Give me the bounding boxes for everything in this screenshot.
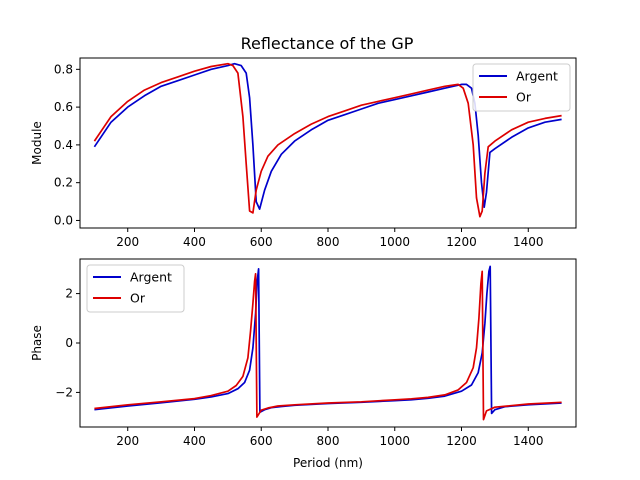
x-axis-label: Period (nm): [293, 456, 363, 470]
x-tick-label: 800: [317, 434, 340, 448]
x-tick-label: 200: [116, 235, 139, 249]
x-tick-label: 1200: [446, 235, 477, 249]
legend: Argent Or: [86, 264, 185, 313]
y-tick-label: 0.6: [54, 100, 73, 114]
x-tick-label: 600: [250, 235, 273, 249]
series-line-argent: [93, 62, 562, 210]
legend: Argent Or: [472, 63, 571, 112]
y-tick-label: −2: [55, 385, 73, 399]
legend-label-or: Or: [516, 90, 532, 105]
series-line-or: [93, 62, 562, 218]
legend-label-argent: Argent: [516, 69, 558, 84]
x-tick-label: 400: [183, 235, 206, 249]
y-tick-label: 2: [65, 287, 73, 301]
legend-label-or: Or: [130, 291, 146, 306]
x-tick-label: 1200: [446, 434, 477, 448]
y-tick-label: 0.8: [54, 62, 73, 76]
x-tick-label: 1000: [379, 235, 410, 249]
module-subplot: 200 400 600 800 1000 1200 1400 0.0 0.2 0.4 0.6 0.8 M…: [30, 57, 577, 249]
x-tick-label: 800: [317, 235, 340, 249]
y-tick-label: 0.0: [54, 213, 73, 227]
x-tick-label: 400: [183, 434, 206, 448]
x-tick-label: 200: [116, 434, 139, 448]
phase-subplot: 200 400 600 800 1000 1200 1400 −2 0 2 Phase Period …: [30, 258, 577, 470]
y-tick-label: 0.4: [54, 138, 73, 152]
y-tick-label: 0: [65, 336, 73, 350]
y-axis-label: Phase: [30, 325, 44, 361]
x-tick-label: 1400: [513, 434, 544, 448]
figure-title: Reflectance of the GP: [241, 34, 414, 53]
x-tick-label: 600: [250, 434, 273, 448]
y-tick-label: 0.2: [54, 176, 73, 190]
x-tick-label: 1400: [513, 235, 544, 249]
y-axis-label: Module: [30, 121, 44, 165]
x-tick-label: 1000: [379, 434, 410, 448]
series-line-or: [94, 270, 562, 421]
legend-label-argent: Argent: [130, 270, 172, 285]
